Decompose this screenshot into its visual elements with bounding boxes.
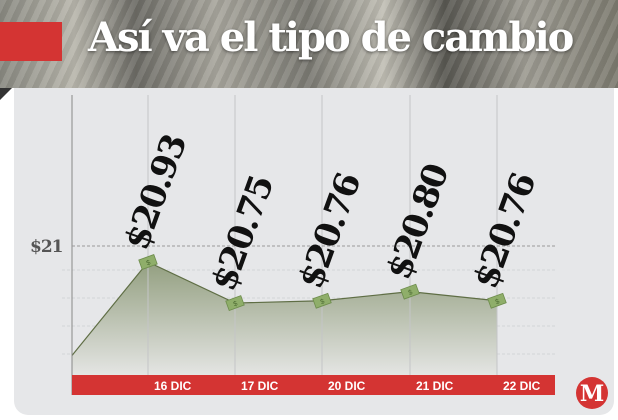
dollar-sign-icon: $ — [319, 298, 325, 306]
x-tick-label: 16 DIC — [154, 379, 192, 393]
x-tick-label: 21 DIC — [416, 379, 454, 393]
data-label: $20.75 — [204, 171, 282, 296]
logo: M — [576, 377, 608, 409]
dollar-bill-icon — [487, 292, 507, 309]
data-point-marker: $ — [400, 283, 420, 300]
data-label: $20.76 — [466, 169, 544, 294]
dollar-sign-icon: $ — [407, 289, 413, 297]
dollar-bill-icon — [138, 254, 158, 270]
area-fill — [72, 262, 497, 375]
series-line — [71, 261, 498, 356]
x-tick-label: 17 DIC — [241, 379, 279, 393]
data-label: $20.80 — [379, 159, 457, 285]
dollar-sign-icon: $ — [145, 259, 151, 267]
dollar-bill-icon — [225, 295, 245, 311]
logo-letter: M — [580, 381, 604, 407]
x-axis-bar — [72, 375, 555, 395]
x-tick-label: 22 DIC — [503, 379, 541, 393]
page-title: Así va el tipo de cambio — [88, 14, 574, 61]
data-point-marker: $ — [225, 295, 245, 311]
y-ref-label: $21 — [30, 237, 63, 257]
data-label: $20.76 — [291, 169, 369, 294]
dollar-bill-icon — [400, 283, 420, 300]
corner-fold — [0, 88, 12, 100]
dollar-sign-icon: $ — [232, 300, 238, 308]
dollar-sign-icon: $ — [494, 298, 500, 306]
data-point-marker: $ — [138, 254, 158, 270]
dollar-bill-icon — [312, 292, 332, 309]
x-tick-label: 20 DIC — [328, 379, 366, 393]
header-banner — [0, 0, 618, 88]
red-accent-tab — [0, 22, 62, 61]
data-label: $20.93 — [117, 130, 195, 255]
data-point-marker: $ — [487, 292, 507, 309]
data-point-marker: $ — [312, 292, 332, 309]
